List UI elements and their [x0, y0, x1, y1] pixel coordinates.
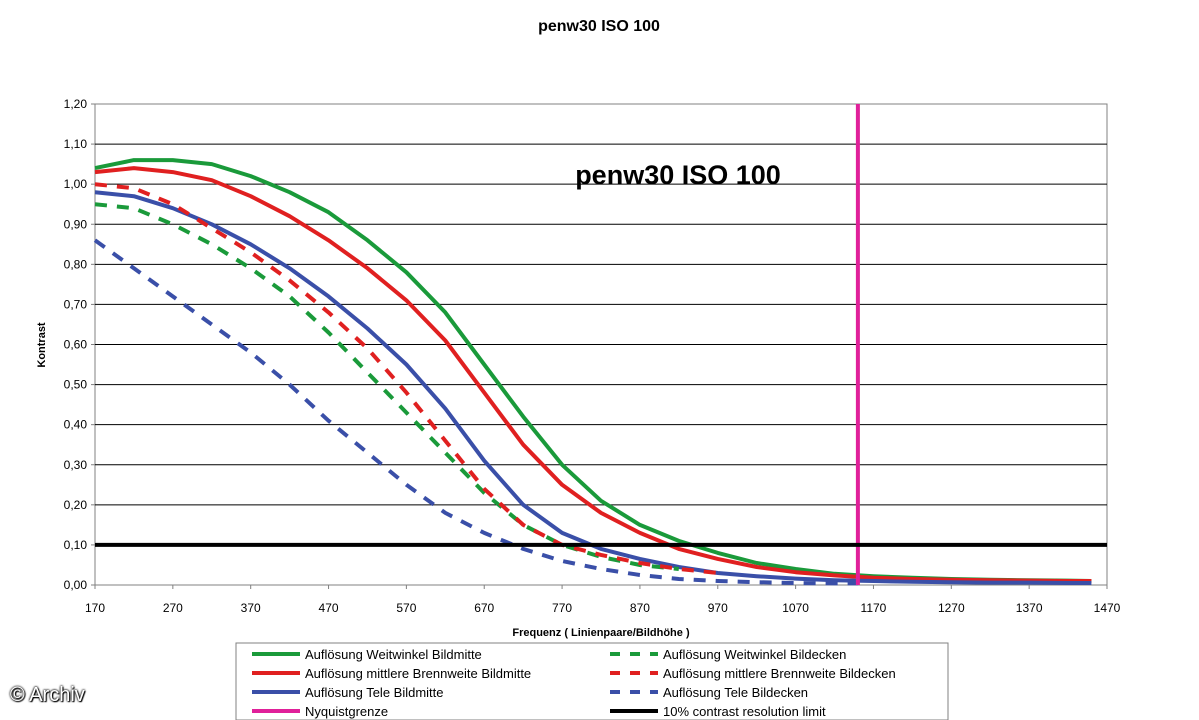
series-aufl-sung-mittlere-brennweite-bildmitte: [94, 166, 1092, 583]
series-lines: [93, 104, 1107, 586]
y-tick-label: 0,40: [64, 418, 88, 432]
x-tick-labels: 170 270 370 470 570 670 770 870 970 1070 1170 1270 1…: [85, 585, 1121, 615]
y-tick-label: 0,00: [64, 578, 88, 592]
legend-label: Auflösung Tele Bildecken: [663, 685, 808, 700]
series-aufl-sung-mittlere-brennweite-bildecken: [94, 182, 719, 575]
x-tick-label: 1270: [938, 601, 965, 615]
legend-label: Nyquistgrenze: [305, 704, 388, 719]
legend-label: Auflösung Tele Bildmitte: [305, 685, 444, 700]
y-tick-label: 1,00: [64, 177, 88, 191]
series-aufl-sung-tele-bildecken: [93, 238, 858, 586]
y-tick-label: 0,30: [64, 458, 88, 472]
chart-title: penw30 ISO 100: [538, 18, 660, 35]
y-tick-label: 1,20: [64, 97, 88, 111]
x-tick-label: 870: [630, 601, 650, 615]
chart-annotation: penw30 ISO 100: [575, 160, 781, 190]
y-tick-label: 0,60: [64, 338, 88, 352]
y-axis-title: Kontrast: [36, 322, 48, 368]
series-aufl-sung-tele-bildmitte: [94, 190, 1092, 585]
y-tick-labels: 0,00 0,10 0,20 0,30 0,40 0,50 0,60 0,70 0,80 0,90…: [64, 97, 95, 592]
x-tick-label: 270: [163, 601, 183, 615]
copyright-credit: © Archiv: [10, 684, 85, 706]
y-tick-label: 0,10: [64, 538, 88, 552]
y-tick-label: 1,10: [64, 137, 88, 151]
x-tick-label: 1170: [861, 601, 887, 615]
x-tick-label: 370: [241, 601, 261, 615]
x-tick-label: 1470: [1094, 601, 1121, 615]
x-tick-label: 670: [474, 601, 494, 615]
x-tick-label: 970: [708, 601, 728, 615]
x-axis-title: Frequenz ( Linienpaare/Bildhöhe ): [512, 627, 690, 639]
x-tick-label: 570: [396, 601, 416, 615]
legend-label: Auflösung mittlere Brennweite Bildmitte: [305, 666, 531, 681]
series-aufl-sung-weitwinkel-bildecken: [94, 202, 680, 571]
y-tick-label: 0,90: [64, 217, 88, 231]
y-tick-label: 0,50: [64, 378, 88, 392]
y-tick-label: 0,20: [64, 498, 88, 512]
legend: Auflösung Weitwinkel Bildmitte Auflösung …: [235, 642, 949, 720]
legend-label: 10% contrast resolution limit: [663, 704, 826, 719]
legend-box: [235, 642, 949, 720]
x-tick-label: 1070: [782, 601, 809, 615]
y-tick-label: 0,80: [64, 257, 88, 271]
legend-label: Auflösung mittlere Brennweite Bildecken: [663, 666, 896, 681]
x-tick-label: 770: [552, 601, 572, 615]
x-tick-label: 1370: [1016, 601, 1043, 615]
x-tick-label: 170: [85, 601, 105, 615]
legend-label: Auflösung Weitwinkel Bildecken: [663, 647, 846, 662]
x-tick-label: 470: [319, 601, 339, 615]
legend-label: Auflösung Weitwinkel Bildmitte: [305, 647, 482, 662]
y-tick-label: 0,70: [64, 297, 88, 311]
